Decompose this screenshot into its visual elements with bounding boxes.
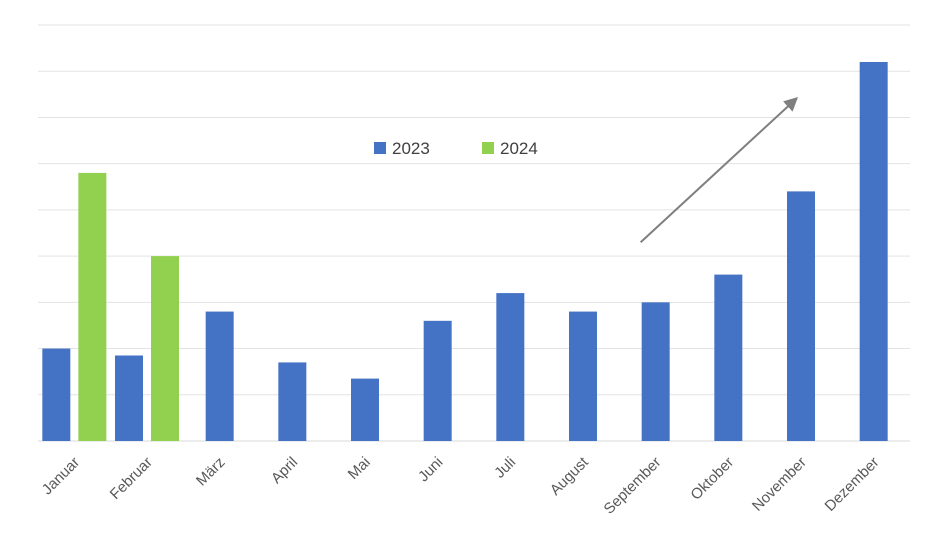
legend-label: 2023 [392,139,430,158]
bar-2023-juli [496,293,525,441]
x-tick-label: März [193,454,229,490]
x-tick-label: April [268,454,301,487]
bar-2023-märz [205,311,234,441]
bar-2023-november [787,191,815,441]
bar-2023-januar [42,348,71,441]
bar-2023-dezember [859,61,888,441]
legend-swatch [374,142,386,154]
x-tick-label: November [749,454,810,515]
bar-2024-januar [78,172,107,441]
x-tick-label: Februar [107,454,156,503]
bar-2023-mai [351,378,379,441]
x-tick-label: Juli [491,454,519,482]
trend-arrow-annotation [639,97,799,243]
bar-2023-juni [423,320,452,441]
x-tick-label: Januar [39,454,83,498]
legend-swatch [482,142,494,154]
bar-2023-september [641,302,670,441]
bar-2023-april [278,362,307,441]
bar-2023-august [569,311,597,441]
x-axis: Januar Februar März April Mai Juni Juli August S… [39,453,883,517]
bar-2023-februar [115,355,143,441]
x-tick-label: Mai [345,454,374,483]
x-tick-label: August [547,453,593,499]
bar-2024-februar [151,256,179,441]
legend-label: 2024 [500,139,538,158]
x-tick-label: Juni [415,454,446,485]
bar-2023-oktober [714,274,743,441]
x-tick-label: Oktober [687,454,737,504]
gridlines [38,24,910,442]
trend-arrow-icon [639,97,799,243]
legend: 2023 2024 [374,139,538,158]
bars [42,61,888,441]
x-tick-label: September [601,454,665,518]
x-tick-label: Dezember [822,454,883,515]
